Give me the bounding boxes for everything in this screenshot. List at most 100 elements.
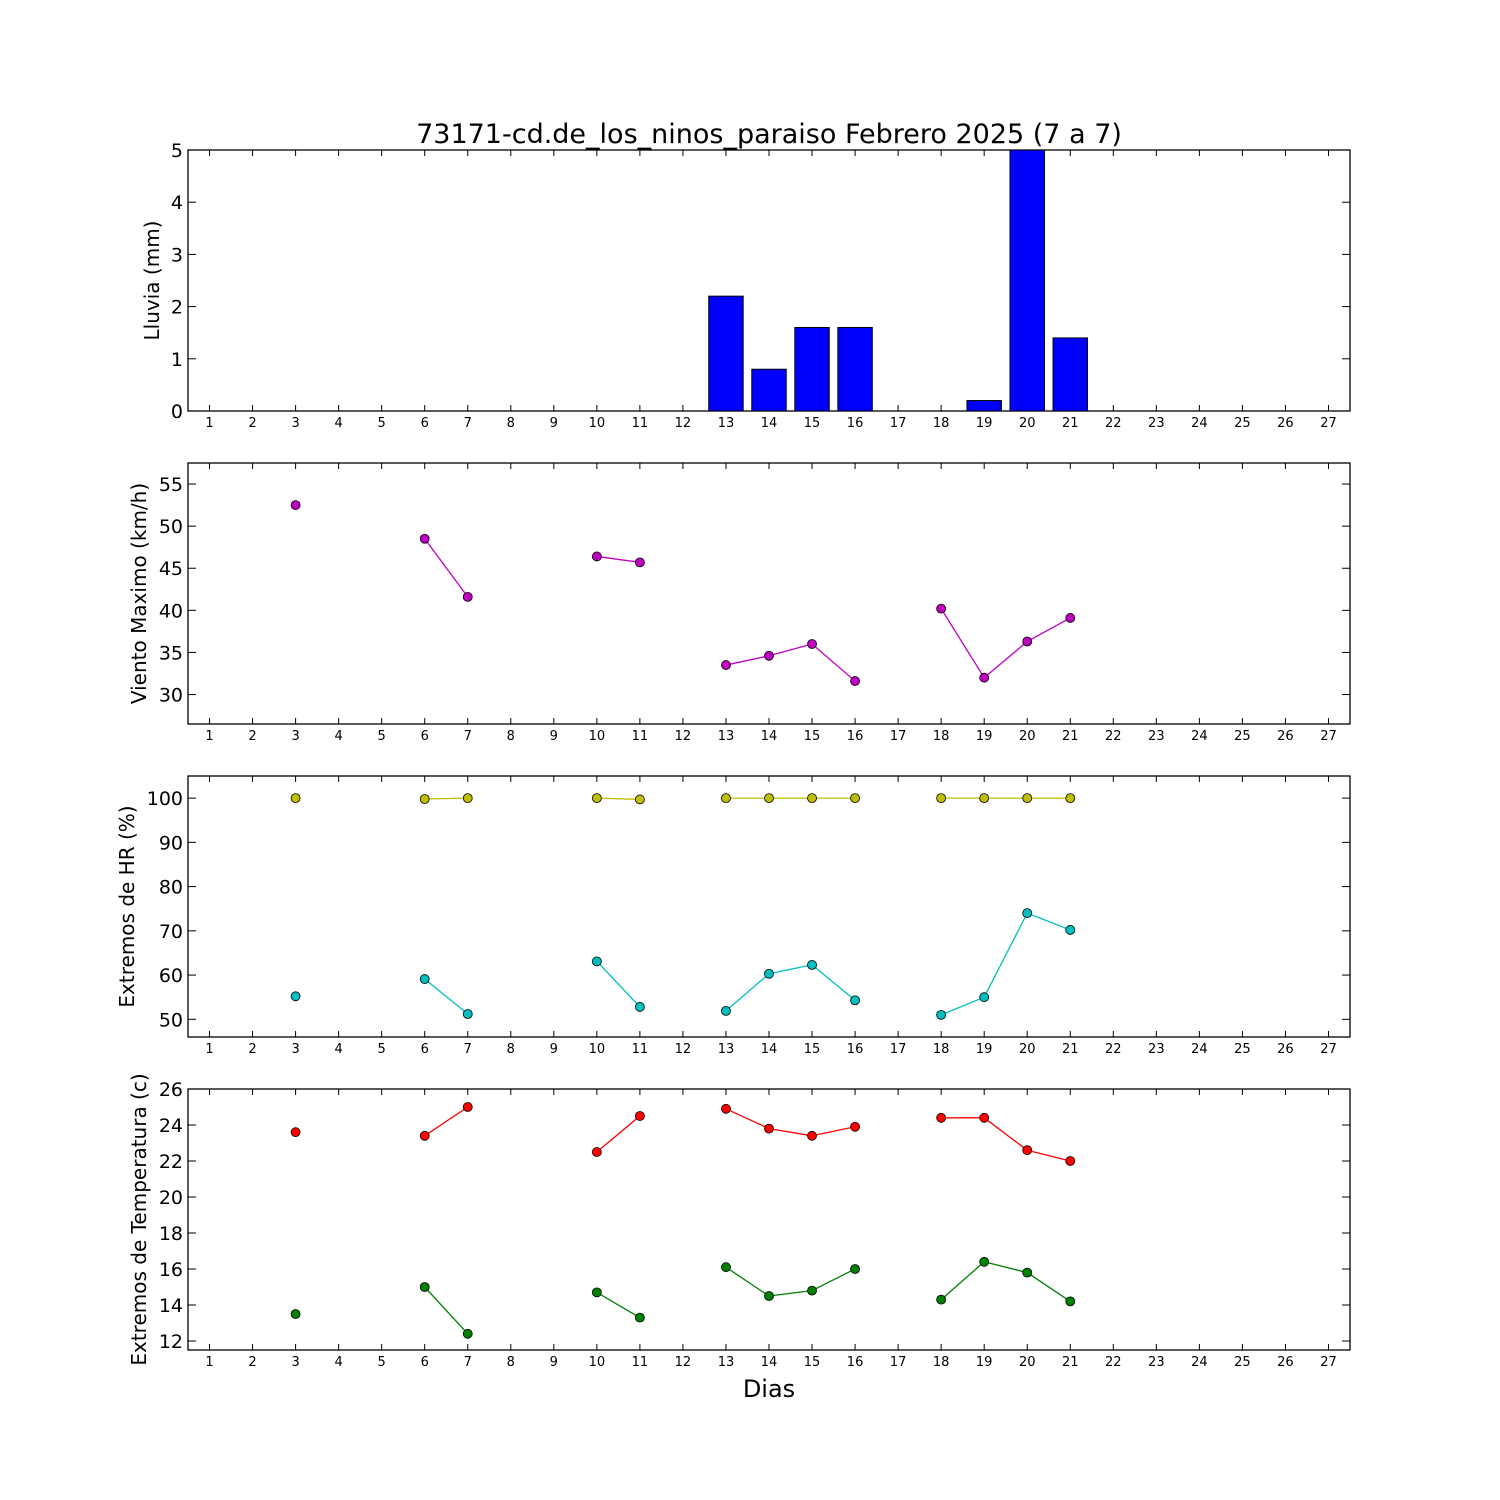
rain-bar-day-16 bbox=[837, 326, 873, 412]
x-tick-label: 14 bbox=[761, 1355, 778, 1370]
x-tick-label: 4 bbox=[334, 416, 342, 431]
x-tick-label: 2 bbox=[248, 1042, 256, 1057]
series-line-segment bbox=[984, 1261, 1028, 1274]
x-tick-label: 20 bbox=[1019, 1042, 1036, 1057]
x-tick-label: 14 bbox=[761, 729, 778, 744]
x-tick-label: 7 bbox=[464, 1042, 472, 1057]
y-tick-label: 14 bbox=[159, 1295, 183, 1317]
x-tick-label: 22 bbox=[1105, 729, 1122, 744]
data-point-day-20 bbox=[1022, 793, 1033, 804]
x-tick-label: 25 bbox=[1234, 416, 1251, 431]
data-point-day-20 bbox=[1022, 1145, 1033, 1156]
x-tick-label: 5 bbox=[378, 1042, 386, 1057]
x-tick-label: 18 bbox=[933, 1355, 950, 1370]
series-line-segment bbox=[811, 1268, 856, 1292]
data-point-day-16 bbox=[850, 793, 860, 804]
x-tick-label: 17 bbox=[890, 729, 907, 744]
y-tick-label: 30 bbox=[159, 685, 183, 707]
x-tick-label: 9 bbox=[550, 1042, 558, 1057]
y-tick-label: 12 bbox=[159, 1331, 183, 1353]
data-point-day-3 bbox=[290, 1309, 301, 1319]
data-point-day-7 bbox=[462, 1009, 473, 1019]
x-tick-label: 13 bbox=[718, 729, 735, 744]
y-tick-label: 70 bbox=[159, 921, 183, 943]
x-tick-label: 11 bbox=[632, 1042, 649, 1057]
data-point-day-21 bbox=[1065, 613, 1076, 623]
series-2 bbox=[290, 1256, 1076, 1339]
x-tick-label: 16 bbox=[847, 1042, 864, 1057]
data-point-day-16 bbox=[850, 1264, 860, 1274]
y-tick-label: 40 bbox=[159, 600, 183, 622]
y-tick-label: 45 bbox=[159, 558, 183, 580]
x-tick-label: 27 bbox=[1320, 729, 1337, 744]
data-point-day-11 bbox=[634, 794, 645, 805]
x-tick-label: 11 bbox=[632, 729, 649, 744]
series-line-segment bbox=[940, 608, 985, 679]
y-axis-label: Extremos de Temperatura (c) bbox=[127, 1073, 151, 1365]
x-tick-label: 22 bbox=[1105, 416, 1122, 431]
y-tick-label: 4 bbox=[171, 192, 183, 214]
x-tick-label: 19 bbox=[976, 416, 993, 431]
x-tick-label: 10 bbox=[589, 1042, 606, 1057]
x-tick-label: 19 bbox=[976, 729, 993, 744]
data-point-day-11 bbox=[634, 1111, 645, 1121]
x-tick-label: 9 bbox=[550, 729, 558, 744]
rain-bar-day-19 bbox=[966, 400, 1002, 412]
series-line-segment bbox=[1027, 1149, 1071, 1162]
y-tick-label: 60 bbox=[159, 965, 183, 987]
x-tick-label: 1 bbox=[205, 1042, 213, 1057]
series-line-segment bbox=[424, 978, 469, 1015]
y-tick-label: 2 bbox=[171, 297, 183, 319]
x-tick-label: 18 bbox=[933, 729, 950, 744]
y-tick-label: 50 bbox=[159, 516, 183, 538]
data-point-day-20 bbox=[1022, 636, 1033, 647]
data-point-day-6 bbox=[419, 794, 430, 804]
x-tick-label: 24 bbox=[1191, 1355, 1208, 1370]
rain-bar-day-13 bbox=[708, 295, 744, 412]
series-line-segment bbox=[424, 538, 469, 598]
x-tick-label: 3 bbox=[291, 729, 299, 744]
x-tick-label: 9 bbox=[550, 1355, 558, 1370]
data-point-day-21 bbox=[1065, 1156, 1076, 1166]
data-point-day-3 bbox=[290, 1127, 301, 1138]
x-tick-label: 13 bbox=[718, 1042, 735, 1057]
x-tick-label: 23 bbox=[1148, 729, 1165, 744]
x-tick-label: 8 bbox=[507, 416, 515, 431]
data-point-day-3 bbox=[290, 991, 301, 1002]
data-point-day-6 bbox=[419, 974, 430, 984]
data-point-day-11 bbox=[634, 1312, 645, 1323]
x-tick-label: 3 bbox=[291, 1042, 299, 1057]
data-point-day-13 bbox=[721, 1006, 731, 1016]
series-line-segment bbox=[596, 555, 640, 563]
data-point-day-10 bbox=[591, 793, 602, 804]
data-point-day-6 bbox=[419, 1130, 430, 1141]
x-tick-label: 12 bbox=[675, 1355, 692, 1370]
y-tick-label: 26 bbox=[159, 1079, 183, 1101]
y-tick-label: 100 bbox=[147, 788, 183, 810]
data-point-day-18 bbox=[936, 603, 947, 614]
data-point-day-16 bbox=[850, 676, 860, 686]
x-tick-label: 23 bbox=[1148, 1042, 1165, 1057]
y-tick-label: 35 bbox=[159, 642, 183, 664]
series-line-segment bbox=[725, 1108, 770, 1130]
x-tick-label: 23 bbox=[1148, 416, 1165, 431]
series-line-segment bbox=[940, 996, 985, 1016]
series-1 bbox=[290, 500, 1076, 686]
data-point-day-7 bbox=[462, 1102, 473, 1112]
x-tick-label: 3 bbox=[291, 1355, 299, 1370]
series-2 bbox=[290, 908, 1076, 1020]
data-point-day-14 bbox=[764, 650, 774, 661]
data-point-day-10 bbox=[591, 956, 602, 967]
x-tick-label: 23 bbox=[1148, 1355, 1165, 1370]
x-tick-label: 6 bbox=[421, 1355, 429, 1370]
x-tick-label: 26 bbox=[1277, 1042, 1294, 1057]
x-tick-label: 26 bbox=[1277, 729, 1294, 744]
x-tick-label: 17 bbox=[890, 1042, 907, 1057]
series-line-segment bbox=[940, 1261, 985, 1301]
data-point-day-18 bbox=[936, 793, 947, 804]
series-line-segment bbox=[983, 1117, 1028, 1151]
x-tick-label: 4 bbox=[334, 729, 342, 744]
y-tick-label: 0 bbox=[171, 401, 183, 423]
x-tick-label: 25 bbox=[1234, 729, 1251, 744]
data-point-day-19 bbox=[979, 793, 990, 804]
